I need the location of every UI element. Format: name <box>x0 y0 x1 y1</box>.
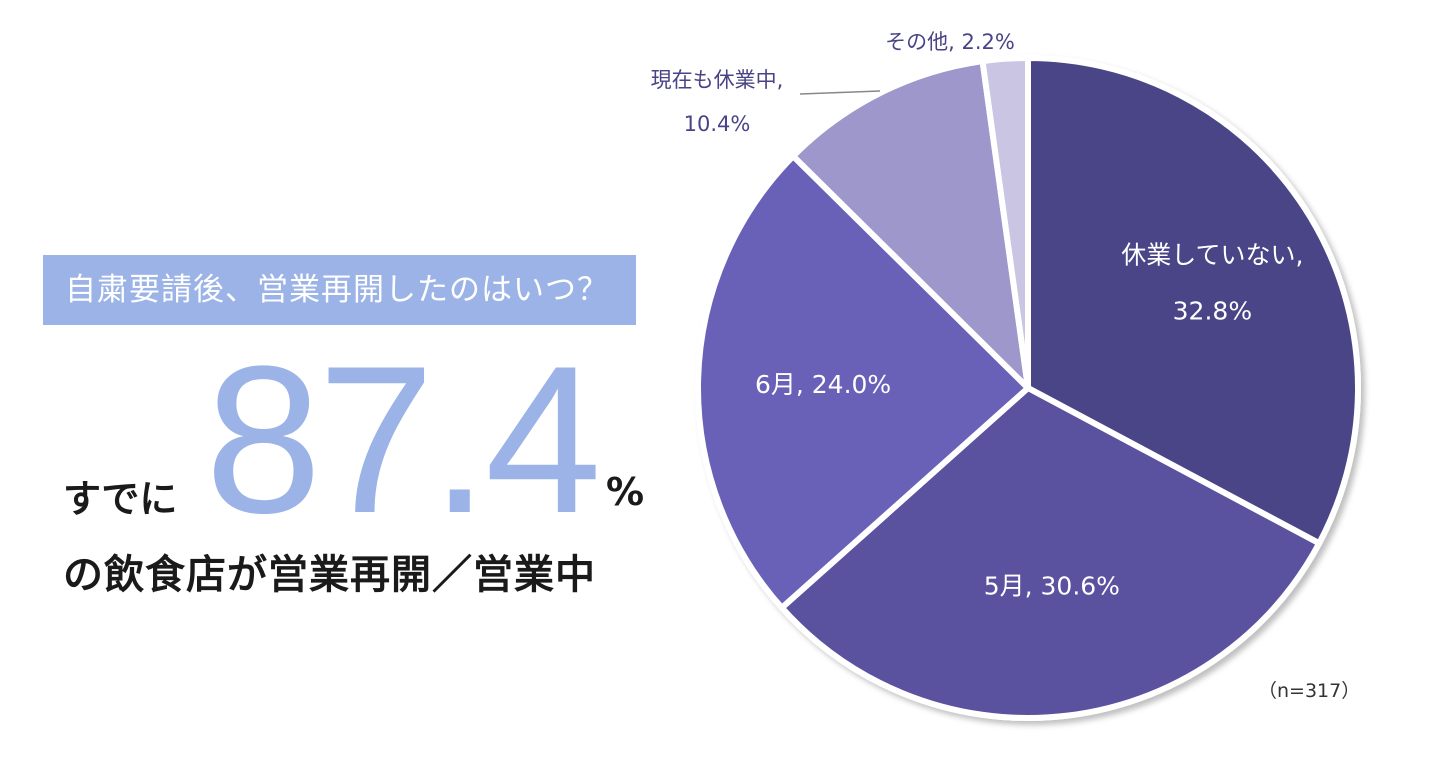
pie-slices <box>695 55 1361 721</box>
slice-label-0: 休業していない, 32.8% <box>1121 240 1303 325</box>
stat-prefix: すでに <box>63 477 178 521</box>
slice-label-2: 6月, 24.0% <box>755 370 891 399</box>
slice-label-1: 5月, 30.6% <box>984 572 1120 601</box>
big-stat-value: 87.4 <box>205 322 602 557</box>
stat-unit: % <box>606 470 645 514</box>
headline-banner: 自粛要請後、営業再開したのはいつ？ <box>43 255 636 325</box>
slice-label-4: その他, 2.2% <box>885 30 1015 54</box>
leader-line <box>799 90 881 95</box>
pie-slice-2 <box>695 153 1031 611</box>
slice-label-3: 現在も休業中, 10.4% <box>651 68 784 136</box>
sample-size-note: （n=317） <box>1258 680 1361 702</box>
pie-slice-4 <box>979 55 1031 391</box>
pie-slice-3 <box>790 58 1031 391</box>
pie-slice-1 <box>778 385 1323 721</box>
pie-slice-0 <box>1025 55 1361 547</box>
stat-suffix: の飲食店が営業再開／営業中 <box>63 552 596 598</box>
